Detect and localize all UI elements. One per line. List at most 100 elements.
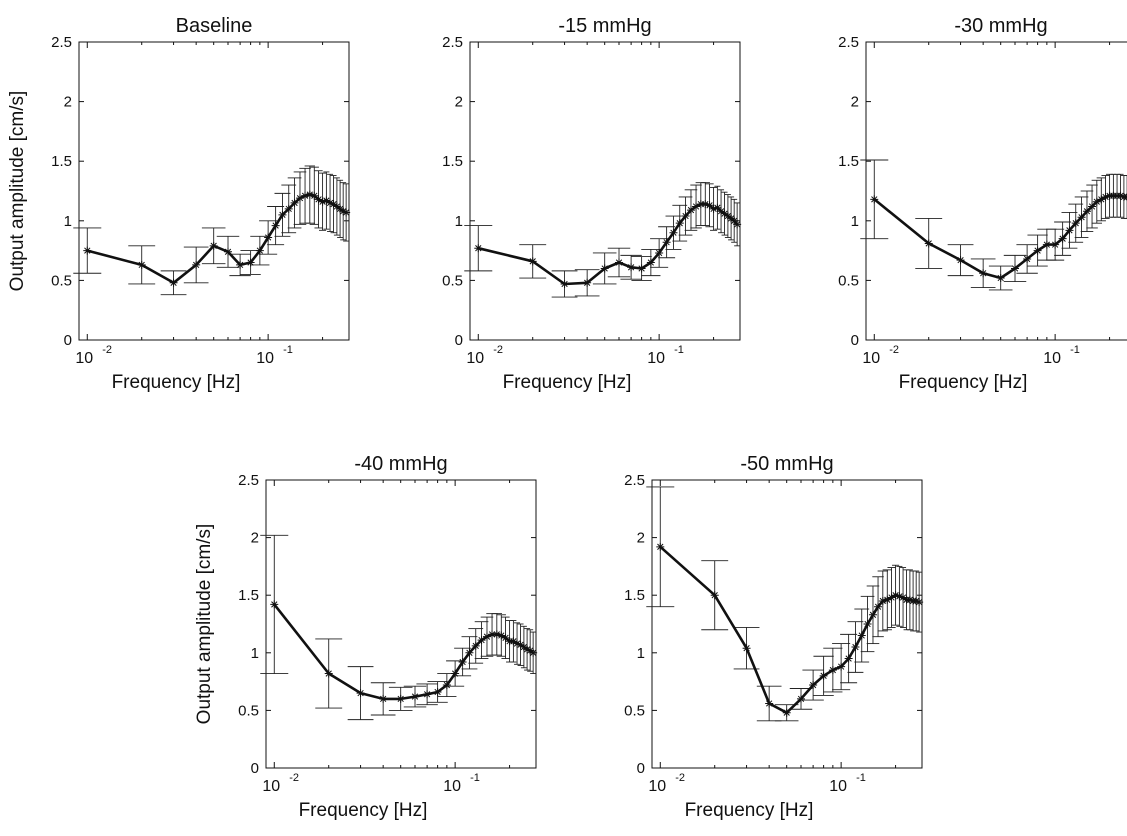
data-point-marker <box>675 219 684 228</box>
data-point-marker <box>342 208 351 217</box>
data-point-marker <box>332 202 341 211</box>
data-point-marker <box>516 640 525 649</box>
x-tick-exponent: -2 <box>889 344 899 356</box>
series-line <box>273 603 534 701</box>
data-point-marker <box>301 191 310 200</box>
data-point-marker <box>627 263 636 272</box>
data-point-marker <box>730 216 739 225</box>
x-tick-label: 10 <box>829 778 847 795</box>
y-tick-label: 1 <box>251 645 259 662</box>
data-point-marker <box>720 209 729 218</box>
data-point-marker <box>1082 207 1091 216</box>
data-point-marker <box>451 669 460 678</box>
data-point-marker <box>192 260 201 269</box>
data-point-marker <box>692 202 701 211</box>
data-point-marker <box>895 592 904 601</box>
data-point-marker <box>844 654 853 663</box>
x-tick-label: 10 <box>443 778 461 795</box>
data-point-marker <box>1092 197 1101 206</box>
y-tick-label: 2.5 <box>624 472 645 489</box>
x-axis-label: Frequency [Hz] <box>299 800 428 821</box>
data-point-marker <box>1116 191 1125 200</box>
data-point-marker <box>857 631 866 640</box>
panel-title-baseline: Baseline <box>176 15 253 37</box>
data-point-marker <box>742 644 751 653</box>
data-point-marker <box>686 206 695 215</box>
data-point-marker <box>1051 240 1060 249</box>
data-point-marker <box>356 689 365 698</box>
data-point-marker <box>662 238 671 247</box>
data-point-marker <box>883 595 892 604</box>
x-tick-exponent: -2 <box>102 344 112 356</box>
data-point-marker <box>488 630 497 639</box>
data-point-marker <box>709 204 718 213</box>
data-point-marker <box>1101 192 1110 201</box>
panel-title-50-mmhg: -50 mmHg <box>740 453 833 475</box>
data-point-marker <box>270 600 279 609</box>
data-point-marker <box>819 671 828 680</box>
chart-panel-4: 0 0.5 1 1.5 2 2.5 10 -2 10 -1 -40 mmHg Frequency [H… <box>194 453 538 821</box>
data-point-marker <box>717 207 726 216</box>
y-tick-label: 0.5 <box>838 272 859 289</box>
y-tick-label: 2.5 <box>238 472 259 489</box>
chart-panel-1: 0 0.5 1 1.5 2 2.5 10 -2 10 -1 Baseline Frequency [H… <box>7 15 351 393</box>
data-point-marker <box>701 200 710 209</box>
x-tick-label: 10 <box>1043 350 1061 367</box>
plot-frame <box>651 479 923 769</box>
data-point-marker <box>278 210 287 219</box>
data-point-marker <box>271 221 280 230</box>
y-tick-label: 2 <box>851 94 859 111</box>
y-tick-label: 1 <box>637 645 645 662</box>
data-point-marker <box>600 264 609 273</box>
data-point-marker <box>705 201 714 210</box>
data-point-marker <box>513 639 522 648</box>
data-point-marker <box>492 630 501 639</box>
y-tick-label: 0.5 <box>442 272 463 289</box>
y-tick-label: 0 <box>851 332 859 349</box>
data-point-marker <box>236 260 245 269</box>
data-point-marker <box>209 241 218 250</box>
x-tick-exponent: -1 <box>470 772 480 784</box>
data-point-marker <box>396 694 405 703</box>
x-axis-label: Frequency [Hz] <box>503 372 632 393</box>
data-point-marker <box>501 633 510 642</box>
x-axis-label: Frequency [Hz] <box>899 372 1028 393</box>
data-point-marker <box>83 246 92 255</box>
chart-panel-5: 0 0.5 1 1.5 2 2.5 10 -2 10 -1 -50 mmHg Frequency [H… <box>624 453 924 821</box>
data-point-marker <box>1058 234 1067 243</box>
chart-panel-2: 0 0.5 1 1.5 2 2.5 10 -2 10 -1 -15 mmHg Frequency [H… <box>442 15 742 393</box>
y-tick-label: 1 <box>851 213 859 230</box>
y-axis-label: Output amplitude [cm/s] <box>194 524 215 725</box>
y-tick-label: 1.5 <box>442 153 463 170</box>
data-point-marker <box>723 212 732 221</box>
y-axis-label: Output amplitude [cm/s] <box>7 91 28 292</box>
y-tick-label: 1.5 <box>238 587 259 604</box>
data-point-marker <box>1011 264 1020 273</box>
data-point-marker <box>442 681 451 690</box>
data-point-marker <box>956 256 965 265</box>
data-point-marker <box>868 610 877 619</box>
y-tick-label: 2.5 <box>51 34 72 51</box>
x-axis-label: Frequency [Hz] <box>685 800 814 821</box>
data-point-marker <box>465 648 474 657</box>
data-point-marker <box>809 681 818 690</box>
x-tick-label: 10 <box>256 350 274 367</box>
y-tick-label: 2.5 <box>838 34 859 51</box>
data-point-marker <box>713 203 722 212</box>
data-point-marker <box>996 274 1005 283</box>
data-point-marker <box>646 258 655 267</box>
data-point-marker <box>1077 213 1086 222</box>
data-point-marker <box>656 542 665 551</box>
data-point-marker <box>497 631 506 640</box>
data-point-marker <box>899 593 908 602</box>
data-point-marker <box>509 637 518 646</box>
data-point-marker <box>255 246 264 255</box>
data-point-marker <box>471 641 480 650</box>
y-tick-label: 0 <box>251 760 259 777</box>
data-point-marker <box>669 228 678 237</box>
data-point-marker <box>1097 195 1106 204</box>
x-tick-label: 10 <box>466 350 484 367</box>
data-point-marker <box>169 278 178 287</box>
data-point-marker <box>482 632 491 641</box>
